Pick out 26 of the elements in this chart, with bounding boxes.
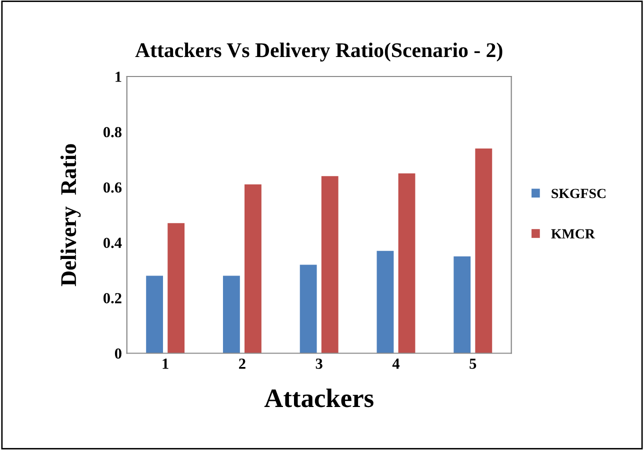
y-tick-label: 0.6 — [103, 182, 122, 193]
bar — [398, 173, 416, 354]
y-tick-label: 0.4 — [103, 238, 122, 248]
legend-label: KMCR — [551, 229, 596, 239]
x-tick-label: 5 — [470, 358, 476, 369]
x-tick-label: 4 — [392, 358, 400, 369]
x-tick-label: 3 — [316, 358, 322, 369]
x-tick-label: 2 — [239, 358, 246, 369]
bar — [300, 264, 317, 354]
bar — [244, 184, 262, 354]
bar — [321, 176, 338, 354]
bar — [222, 276, 240, 354]
y-tick-label: 0.2 — [103, 293, 122, 304]
bar — [376, 250, 394, 354]
bar — [454, 256, 471, 354]
legend-label: SKGFSC — [552, 188, 606, 198]
y-tick-label: 1 — [116, 72, 122, 82]
bar — [475, 148, 492, 354]
x-axis-title: Attackers — [264, 388, 374, 408]
bar — [146, 276, 164, 354]
y-axis-title: Delivery Ratio — [60, 144, 81, 286]
x-tick-label: 1 — [162, 358, 168, 369]
y-tick-label: 0.8 — [103, 126, 122, 138]
bar — [168, 223, 185, 354]
chart-title: Attackers Vs Delivery Ratio(Scenario - 2) — [135, 42, 502, 62]
y-tick-label: 0 — [114, 348, 122, 359]
